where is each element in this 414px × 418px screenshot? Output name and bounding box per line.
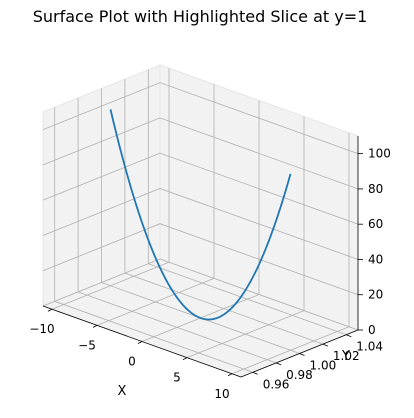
y-axis-label: Y [341, 349, 350, 364]
z-tick-label: 80 [368, 182, 383, 196]
x-tick [182, 357, 188, 360]
x-tick [47, 308, 53, 312]
y-tick-label: 1.02 [333, 349, 360, 363]
series-line [109, 109, 292, 321]
z-gridline [42, 117, 359, 190]
chart-title: Surface Plot with Highlighted Slice at y… [33, 7, 368, 26]
x-tick-label: 10 [214, 387, 229, 401]
z-gridline [42, 82, 359, 155]
y-tick [322, 343, 329, 347]
x-tick-label: −10 [29, 322, 54, 336]
x-tick-label: 5 [173, 371, 181, 385]
y-tick [275, 362, 282, 366]
plot-area: −10 −5 0 5 10 0.960.981.001.021.04 0 20 40 60 80 10… [29, 64, 391, 401]
y-tick [299, 353, 305, 356]
z-gridline [42, 188, 359, 260]
z-gridline [42, 258, 359, 331]
x-tick [137, 341, 143, 344]
y-tick-label: 0.96 [263, 377, 290, 391]
y-tick-label: 0.98 [286, 368, 313, 382]
z-tick-label: 100 [368, 147, 391, 161]
z-gridline [42, 223, 359, 296]
z-tick-label: 20 [368, 288, 383, 302]
x-tick [227, 373, 233, 377]
y-tick [346, 334, 352, 338]
y-tick-label: 1.00 [310, 359, 337, 373]
z-tick-label: 40 [368, 252, 383, 266]
x-tick [92, 325, 98, 328]
y-tick-label: 1.04 [356, 340, 383, 354]
x-axis-label: X [118, 384, 127, 399]
z-tick-label: 60 [368, 217, 383, 231]
z-tick-label: 0 [368, 323, 376, 337]
x-tick-label: 0 [128, 355, 136, 369]
y-tick [252, 371, 258, 375]
x-tick-label: −5 [78, 338, 96, 352]
z-gridline [42, 152, 359, 225]
